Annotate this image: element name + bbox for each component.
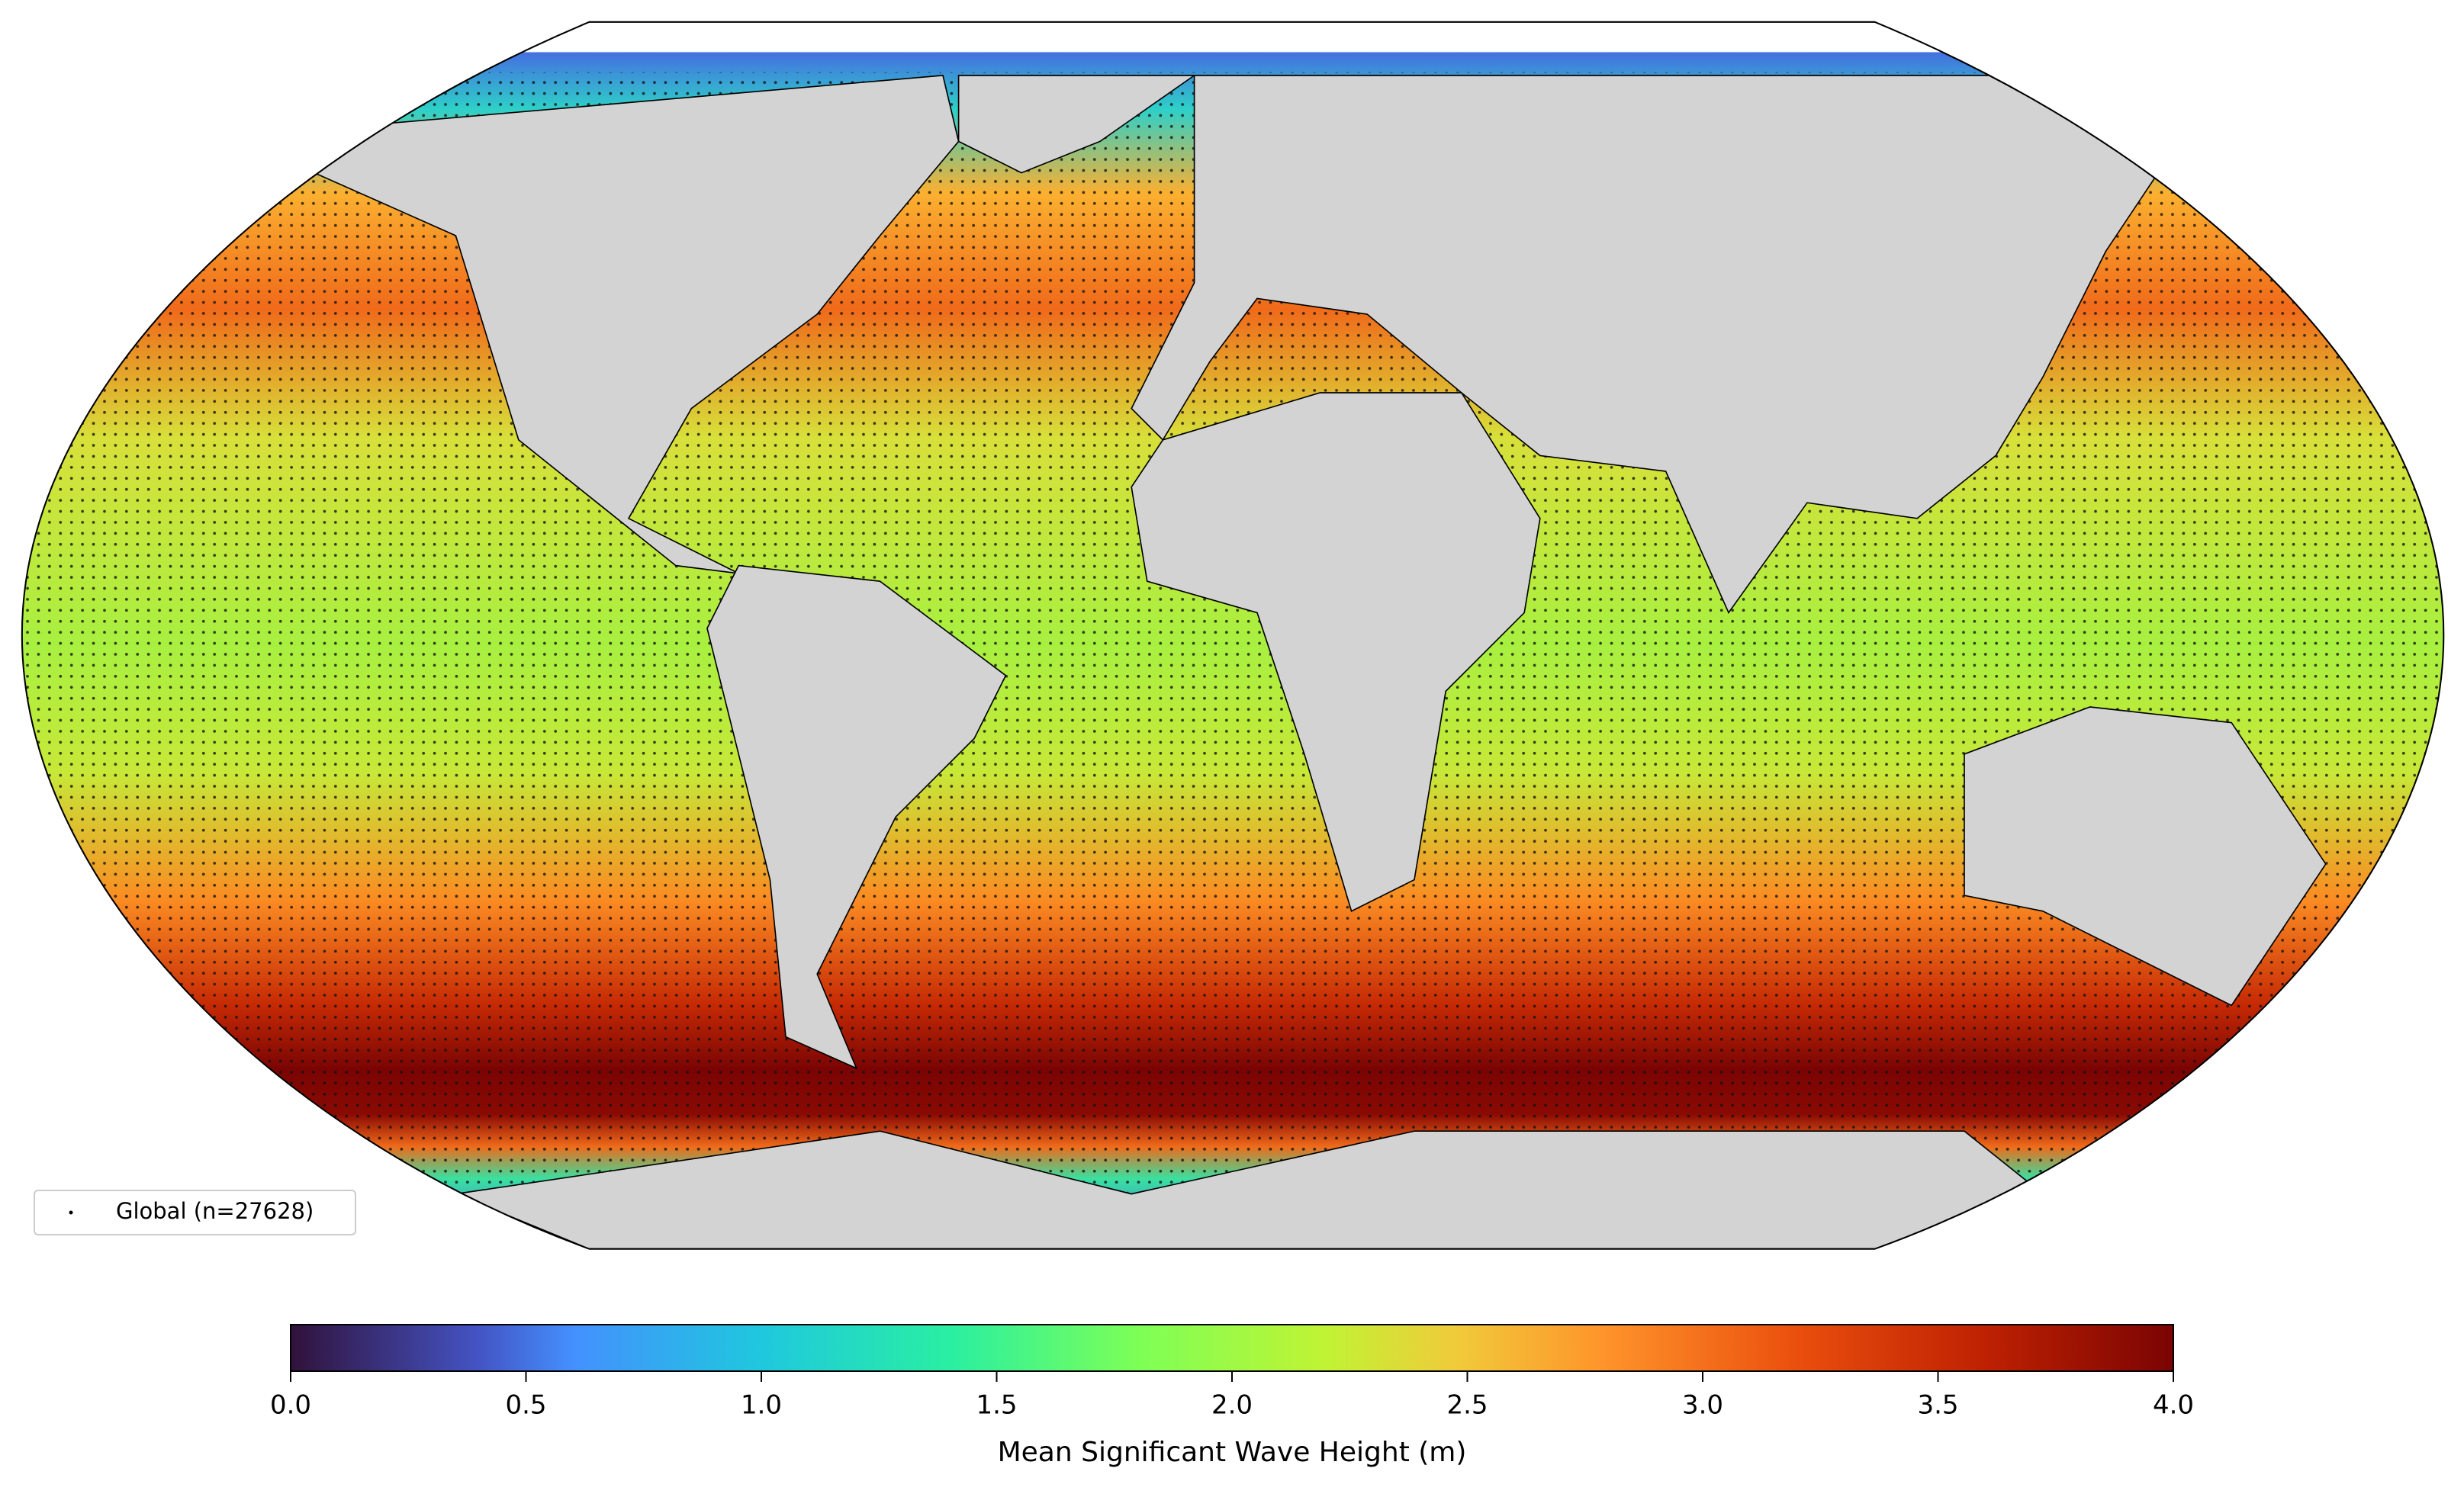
legend: Global (n=27628) xyxy=(34,1190,356,1235)
colorbar-scale xyxy=(290,1324,2174,1372)
colorbar-label: Mean Significant Wave Height (m) xyxy=(998,1437,1467,1468)
colorbar-tick-label: 0.5 xyxy=(505,1390,546,1421)
map xyxy=(21,21,2445,1250)
colorbar-tick-label: 4.0 xyxy=(2153,1390,2194,1421)
colorbar-tick-label: 1.5 xyxy=(976,1390,1017,1421)
land xyxy=(313,74,2327,1249)
colorbar-tick-label: 0.0 xyxy=(270,1390,311,1421)
legend-label: Global (n=27628) xyxy=(116,1198,314,1224)
map-outline xyxy=(21,21,2445,1250)
legend-box xyxy=(34,1190,356,1235)
colorbar: Mean Significant Wave Height (m) 0.0 0.5 1… xyxy=(270,1324,2194,1468)
colorbar-tick-label: 2.0 xyxy=(1211,1390,1253,1421)
colorbar-tick-label: 2.5 xyxy=(1446,1390,1488,1421)
colorbar-tick-label: 3.5 xyxy=(1917,1390,1958,1421)
colorbar-tick-label: 1.0 xyxy=(741,1390,782,1421)
legend-marker xyxy=(69,1210,73,1215)
colorbar-tick-label: 3.0 xyxy=(1682,1390,1723,1421)
